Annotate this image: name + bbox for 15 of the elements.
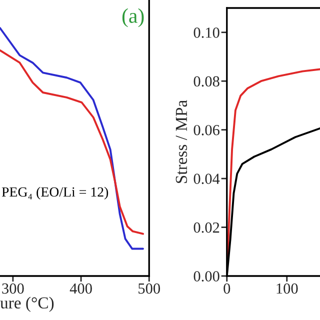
y-axis-title: Stress / MPa [176,100,188,184]
y-tick-label: 0.00 [194,271,220,282]
y-tick-label: 0.10 [194,28,220,38]
x-tick-label: 400 [70,283,92,294]
annotation: PEG₄ (EO/Li = 12) [2,186,108,200]
text: (a) [122,8,144,28]
x-tick-label: 0 [224,283,230,294]
x-tick-label: 100 [276,283,298,294]
y-tick-label: 0.06 [194,124,220,136]
y-tick-label: 0.08 [194,76,220,87]
x-axis-title: ure (°C) [0,296,54,312]
y-tick-label: 0.04 [194,174,220,184]
x-tick-label: 300 [2,283,24,294]
x-tick-label: 500 [138,283,160,294]
y-tick-label: 0.02 [194,222,220,233]
